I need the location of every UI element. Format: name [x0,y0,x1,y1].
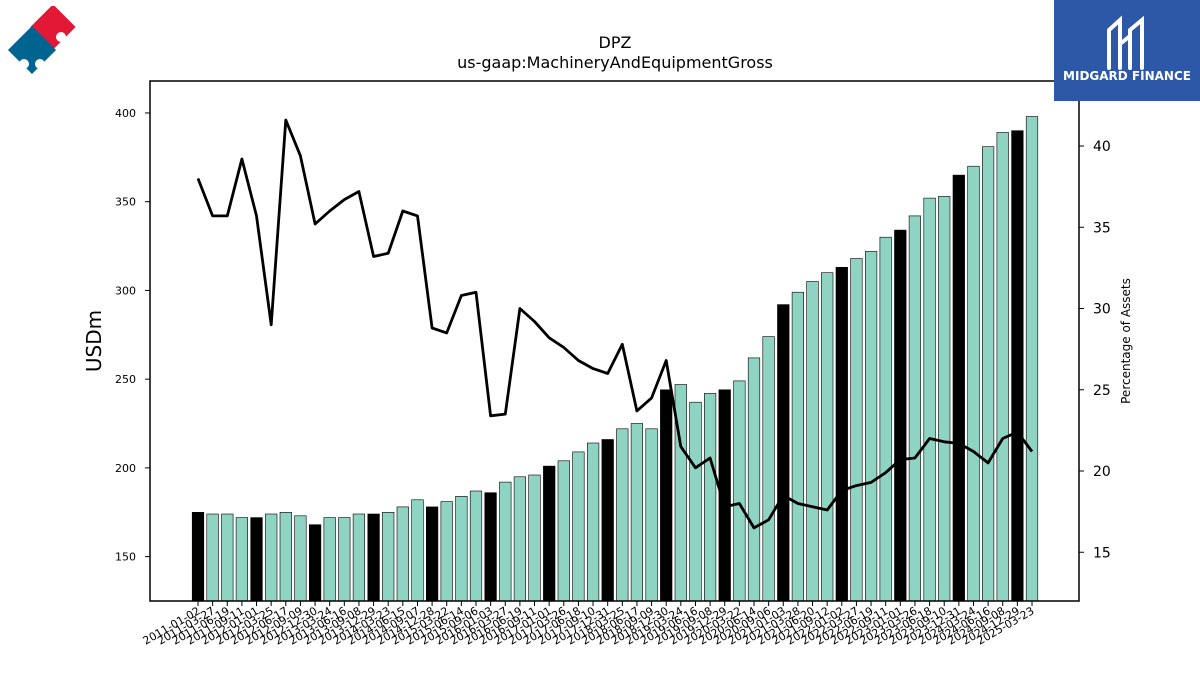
bar-2018-06-17 [630,423,643,602]
bar-2018-12-30 [660,389,673,602]
bar-2022-03-27 [850,258,863,602]
y2-tick-label: 15 [1093,545,1111,561]
y2-axis-label: Percentage of Assets [1119,278,1133,404]
bar-2016-01-03 [484,492,497,602]
bar-2018-03-25 [616,428,629,602]
bar-2017-03-26 [557,460,570,602]
chart-subtitle: us-gaap:MachineryAndEquipmentGross [457,53,773,72]
y-tick-label: 350 [115,196,136,209]
bar-2020-06-14 [747,357,761,602]
bar-2021-09-12 [821,272,834,602]
bar-2013-03-24 [323,517,336,602]
midgard-finance-logo: MIDGARD FINANCE [1054,0,1200,101]
bar-2020-03-22 [733,380,746,602]
bar-2019-09-08 [703,393,717,602]
bar-2023-03-26 [908,215,921,602]
bar-2024-06-16 [981,146,995,602]
bar-2023-06-18 [923,197,936,602]
bar-2019-06-16 [689,401,702,602]
plot-frame [149,80,1080,602]
bar-2015-09-06 [469,490,483,602]
bar-2020-09-06 [762,336,775,602]
y-tick-label: 300 [115,284,136,297]
bar-2017-01-01 [543,465,556,602]
y-tick-label: 200 [115,462,136,475]
y-axis-label: USDm [82,310,106,372]
y-tick-label: 150 [115,551,136,564]
bar-2021-03-28 [791,291,804,602]
bar-2022-06-19 [864,251,878,602]
y2-tick-label: 20 [1093,464,1111,480]
bar-2013-09-08 [352,513,366,602]
chart-title: DPZ [599,33,632,52]
bar-2022-09-11 [879,236,892,602]
y2-tick-label: 30 [1093,302,1111,318]
bar-2016-09-11 [528,474,541,602]
y-tick-label: 400 [115,107,136,120]
bar-2021-01-03 [777,304,790,602]
bar-2017-12-31 [601,439,614,602]
bar-2013-06-16 [338,517,351,602]
percentage-of-assets-line [196,118,1034,530]
bar-2015-03-22 [440,501,453,602]
bar-2016-03-27 [499,481,512,602]
bar-2024-09-08 [996,132,1009,602]
bar-2015-06-14 [455,495,468,602]
y2-tick-label: 25 [1093,383,1111,399]
bar-2025-03-23 [1025,116,1039,602]
bar-2021-06-20 [806,281,819,602]
brand-name: MIDGARD FINANCE [1063,69,1191,83]
bar-2022-01-02 [835,266,848,602]
bar-2017-09-10 [586,442,600,602]
bar-2011-09-11 [235,517,249,602]
bar-2012-03-25 [265,513,278,602]
bar-2023-01-01 [894,229,907,602]
bar-2012-12-30 [308,524,322,602]
dominos-logo [7,6,76,75]
bar-2018-09-09 [645,428,658,602]
bar-2014-12-28 [425,506,439,602]
y2-tick-label: 35 [1093,220,1111,236]
bar-2011-01-02 [191,511,205,602]
bar-2012-01-01 [250,517,263,602]
bar-2017-06-18 [572,451,585,602]
bar-2011-03-27 [206,513,219,602]
y-tick-label: 250 [115,373,136,386]
bar-2023-12-31 [952,174,965,602]
bar-2016-06-19 [513,476,526,602]
bar-2014-09-07 [411,499,424,602]
bar-2012-06-17 [279,511,292,602]
bar-2012-09-09 [294,515,307,602]
bar-2023-09-10 [938,196,951,602]
bar-2014-06-15 [396,506,409,602]
y2-tick-label: 40 [1093,139,1111,155]
bar-2013-12-29 [367,513,380,602]
bar-2011-06-19 [221,513,234,602]
bar-2014-03-23 [382,511,395,602]
bar-2024-03-24 [967,165,980,602]
bar-2024-12-29 [1011,130,1024,602]
